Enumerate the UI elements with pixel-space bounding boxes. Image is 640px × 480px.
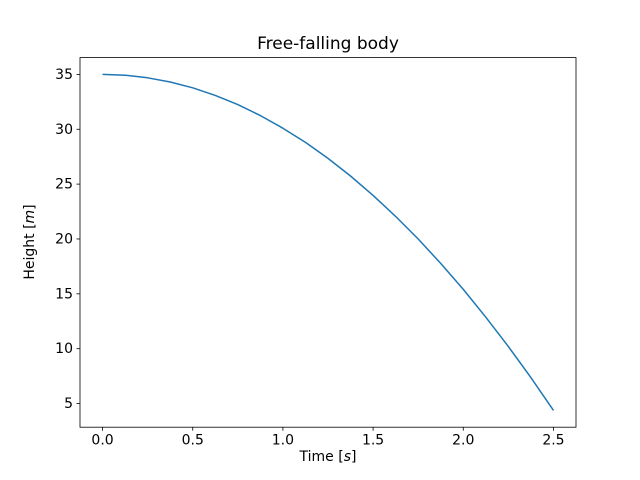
y-axis-label-suffix: ] xyxy=(22,204,38,210)
x-axis-unit: s xyxy=(343,449,351,465)
y-tick-label: 35 xyxy=(55,67,73,83)
x-axis-label-prefix: Time [ xyxy=(299,449,344,465)
y-tick-label: 30 xyxy=(55,122,73,138)
chart-title: Free-falling body xyxy=(257,34,399,54)
x-tick-label: 1.0 xyxy=(272,433,294,449)
x-tick-label: 2.0 xyxy=(452,433,474,449)
y-tick-label: 15 xyxy=(55,286,73,302)
x-tick-label: 0.0 xyxy=(91,433,113,449)
y-axis-unit: m xyxy=(22,209,38,224)
x-axis-label-suffix: ] xyxy=(351,449,357,465)
x-axis-label: Time [s] xyxy=(80,449,576,465)
y-axis-label: Height [m] xyxy=(22,204,38,279)
y-tick-label: 10 xyxy=(55,341,73,357)
x-tick-label: 1.5 xyxy=(362,433,384,449)
y-tick-label: 5 xyxy=(64,396,73,412)
y-axis-label-prefix: Height [ xyxy=(22,223,38,280)
x-tick-label: 2.5 xyxy=(542,433,564,449)
x-tick-label: 0.5 xyxy=(182,433,204,449)
series-line-height xyxy=(102,73,555,411)
axes-frame xyxy=(79,57,577,428)
y-tick-label: 20 xyxy=(55,231,73,247)
y-tick-label: 25 xyxy=(55,177,73,193)
